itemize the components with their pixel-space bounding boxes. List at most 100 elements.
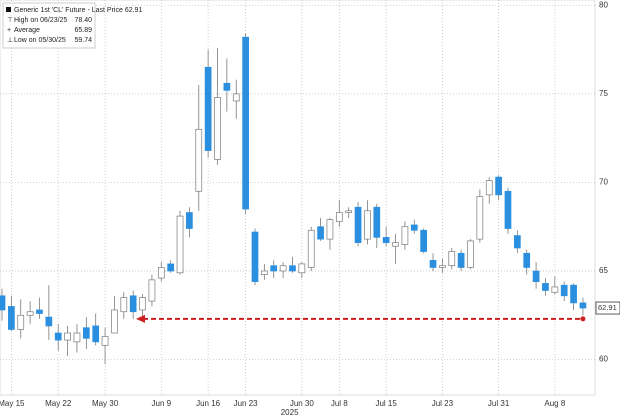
candle-body bbox=[73, 332, 81, 343]
candle-body bbox=[560, 284, 568, 297]
candle-body bbox=[429, 260, 437, 268]
y-tick-label: 60 bbox=[599, 355, 608, 364]
y-tick-label: 80 bbox=[599, 0, 608, 9]
year-label: 2025 bbox=[281, 408, 299, 417]
legend-value: 59.74 bbox=[74, 37, 92, 44]
y-tick-label: 75 bbox=[599, 89, 608, 98]
candle-body bbox=[186, 212, 193, 229]
candle-body bbox=[92, 325, 100, 343]
arrow-tail bbox=[580, 316, 586, 322]
candle-body bbox=[335, 212, 343, 222]
candle-body bbox=[148, 279, 156, 302]
x-tick-label: May 30 bbox=[92, 399, 119, 408]
candle-body bbox=[317, 226, 324, 240]
x-tick-label: Jul 31 bbox=[488, 399, 510, 408]
candle-body bbox=[204, 66, 212, 151]
legend-value: 78.40 bbox=[74, 17, 92, 24]
candle-body bbox=[242, 36, 249, 210]
candle-body bbox=[298, 263, 306, 274]
candle-body bbox=[448, 251, 456, 267]
x-tick-label: Jul 8 bbox=[331, 399, 348, 408]
legend-title: Generic 1st 'CL' Future - Last Price 62.… bbox=[14, 7, 142, 14]
plot-area bbox=[0, 0, 596, 396]
x-tick-label: Jun 16 bbox=[196, 399, 221, 408]
candle-body bbox=[495, 176, 502, 196]
candle-body bbox=[111, 309, 118, 334]
candle-body bbox=[232, 93, 240, 102]
candle-body bbox=[579, 302, 587, 309]
candle-body bbox=[354, 206, 362, 244]
candle-body bbox=[345, 210, 353, 213]
legend: Generic 1st 'CL' Future - Last Price 62.… bbox=[2, 2, 142, 49]
candle-body bbox=[504, 190, 512, 229]
candle-body bbox=[195, 128, 203, 192]
legend-icon bbox=[6, 7, 11, 12]
legend-icon: ⊥ bbox=[7, 37, 13, 44]
candle-body bbox=[261, 270, 268, 275]
x-tick-label: Jun 23 bbox=[234, 399, 259, 408]
last-price-tag bbox=[595, 301, 620, 315]
candle-body bbox=[307, 229, 315, 268]
x-tick-label: Aug 8 bbox=[544, 399, 565, 408]
candle-body bbox=[251, 231, 259, 282]
candle-body bbox=[214, 97, 221, 160]
candle-body bbox=[270, 265, 278, 272]
legend-label: Average bbox=[14, 27, 40, 34]
candle-body bbox=[157, 267, 165, 279]
candle-body bbox=[17, 314, 25, 330]
legend-value: 65.89 bbox=[74, 27, 92, 34]
marks bbox=[0, 33, 587, 365]
candle-body bbox=[223, 82, 231, 91]
x-tick-label: May 15 bbox=[0, 399, 25, 408]
candle-body bbox=[0, 295, 6, 311]
candle-body bbox=[54, 332, 62, 341]
y-tick-label: 65 bbox=[599, 266, 608, 275]
candle-body bbox=[542, 283, 549, 291]
x-tick-label: Jun 9 bbox=[152, 399, 172, 408]
legend-box bbox=[2, 2, 96, 49]
candle-body bbox=[485, 180, 493, 196]
candle-body bbox=[36, 309, 43, 314]
candle-body bbox=[139, 297, 146, 311]
candle-body bbox=[410, 224, 418, 231]
candle-body bbox=[289, 265, 296, 272]
candle-body bbox=[279, 265, 287, 272]
candle-body bbox=[570, 284, 577, 304]
candle-body bbox=[8, 306, 15, 330]
candle-body bbox=[129, 295, 137, 313]
candle-body bbox=[457, 252, 465, 268]
candle-body bbox=[439, 265, 446, 268]
legend-icon: + bbox=[7, 27, 11, 34]
y-tick-label: 70 bbox=[599, 178, 608, 187]
candle-body bbox=[101, 336, 109, 346]
candle-body bbox=[120, 297, 128, 313]
x-tick-label: Jun 30 bbox=[290, 399, 315, 408]
candle-body bbox=[326, 219, 334, 240]
candle-body bbox=[167, 263, 175, 272]
arrow-head bbox=[136, 314, 145, 323]
x-tick-label: May 22 bbox=[45, 399, 72, 408]
candle-body bbox=[476, 196, 484, 240]
candle-body bbox=[551, 286, 559, 293]
candle-body bbox=[401, 226, 409, 245]
legend-label: High on 06/23/25 bbox=[14, 17, 67, 24]
x-tick-label: Jul 23 bbox=[432, 399, 454, 408]
candle-body bbox=[382, 237, 390, 244]
candle-body bbox=[513, 235, 521, 249]
candle-body bbox=[420, 229, 427, 252]
x-tick-label: Jul 15 bbox=[375, 399, 397, 408]
candle-body bbox=[82, 327, 90, 339]
last-price-label: 62.91 bbox=[598, 303, 617, 312]
candle-body bbox=[364, 210, 371, 240]
legend-icon: ⊤ bbox=[7, 17, 13, 24]
candle-body bbox=[467, 240, 474, 268]
legend-label: Low on 05/30/25 bbox=[14, 37, 66, 44]
candle-body bbox=[532, 270, 540, 282]
candle-body bbox=[392, 242, 399, 247]
candle-body bbox=[523, 252, 531, 268]
candle-body bbox=[373, 206, 381, 238]
candle-body bbox=[26, 311, 34, 316]
candle-body bbox=[45, 316, 53, 327]
candle-body bbox=[64, 332, 71, 341]
